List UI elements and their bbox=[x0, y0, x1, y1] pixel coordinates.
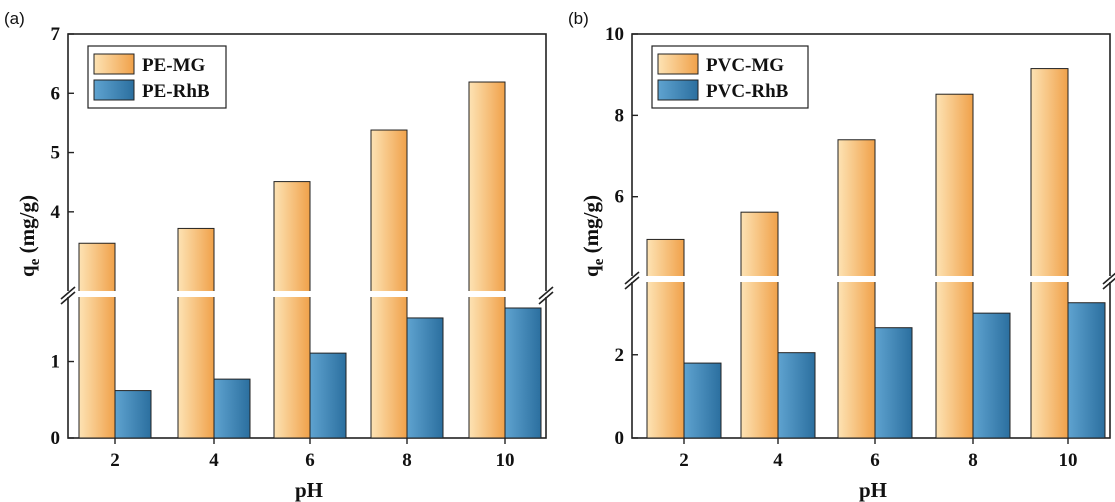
y-tick-label: 0 bbox=[615, 428, 625, 449]
bar-pe-mg-2 bbox=[78, 242, 116, 439]
bar-pe-mg-6 bbox=[273, 181, 311, 439]
chart-panel-0: (a) 0 1 4 5 6 7 2 4 6 8 10 pH qe (mg/g) PE-MG PE-RhB bbox=[4, 9, 554, 502]
bar-pvc-rhb-6 bbox=[874, 327, 913, 439]
bar-pe-mg-8 bbox=[370, 129, 408, 439]
bar-pe-mg-4 bbox=[177, 227, 215, 439]
x-axis-title: pH bbox=[859, 478, 887, 502]
bar-pvc-mg-10 bbox=[1030, 68, 1069, 439]
axis-break-mark bbox=[538, 286, 554, 305]
bar-pvc-rhb-10 bbox=[1067, 302, 1106, 439]
axis-break-gap bbox=[66, 291, 548, 297]
bar-pe-mg-10 bbox=[468, 81, 506, 439]
y-tick-label: 6 bbox=[51, 83, 61, 104]
y-axis-title: qe (mg/g) bbox=[579, 195, 607, 277]
x-tick-label: 2 bbox=[110, 450, 120, 471]
legend-swatch bbox=[93, 79, 135, 101]
legend-entry-label: PVC-MG bbox=[706, 55, 784, 76]
y-tick-label: 0 bbox=[51, 428, 61, 449]
x-tick-label: 8 bbox=[968, 450, 978, 471]
bar-pvc-rhb-2 bbox=[683, 362, 722, 439]
bar-pvc-rhb-8 bbox=[972, 312, 1011, 439]
axis-break-gap bbox=[630, 276, 1112, 282]
y-tick-label: 4 bbox=[51, 202, 61, 223]
x-tick-label: 10 bbox=[496, 450, 515, 471]
x-tick-label: 6 bbox=[305, 450, 315, 471]
x-tick-label: 8 bbox=[402, 450, 412, 471]
bar-pvc-mg-8 bbox=[935, 93, 974, 439]
bar-pe-rhb-4 bbox=[213, 378, 251, 439]
legend-entry-label: PE-MG bbox=[142, 55, 206, 76]
y-axis-title: qe (mg/g) bbox=[15, 195, 43, 277]
y-tick-label: 6 bbox=[615, 187, 625, 208]
chart-panel-1: (b) 0 2 6 8 10 2 4 6 8 10 pH qe (mg/g) PVC-MG PVC-RhB bbox=[568, 9, 1115, 502]
y-tick-label: 5 bbox=[51, 143, 61, 164]
x-tick-label: 6 bbox=[870, 450, 880, 471]
x-tick-label: 4 bbox=[773, 450, 783, 471]
bar-pe-rhb-10 bbox=[504, 307, 542, 439]
axis-break-mark bbox=[60, 286, 76, 305]
bar-pe-rhb-8 bbox=[406, 317, 444, 439]
bar-pe-rhb-6 bbox=[309, 352, 347, 439]
panel-label: (b) bbox=[568, 9, 589, 28]
bar-pvc-mg-4 bbox=[740, 211, 779, 439]
legend: PVC-MG PVC-RhB bbox=[651, 45, 809, 109]
x-tick-label: 4 bbox=[209, 450, 219, 471]
x-tick-label: 2 bbox=[679, 450, 689, 471]
x-axis-title: pH bbox=[295, 478, 323, 502]
legend-swatch bbox=[93, 53, 135, 75]
y-tick-label: 2 bbox=[615, 345, 625, 366]
legend-swatch bbox=[657, 53, 699, 75]
y-tick-label: 7 bbox=[51, 24, 61, 45]
y-tick-label: 8 bbox=[615, 105, 625, 126]
bar-pvc-mg-2 bbox=[646, 238, 685, 439]
bar-pvc-mg-6 bbox=[837, 139, 876, 439]
bar-pvc-rhb-4 bbox=[777, 352, 816, 439]
y-tick-label: 10 bbox=[605, 24, 624, 45]
axis-break-mark bbox=[624, 271, 640, 290]
y-tick-label: 1 bbox=[51, 352, 61, 373]
panel-label: (a) bbox=[4, 9, 25, 28]
legend: PE-MG PE-RhB bbox=[87, 45, 227, 109]
x-tick-label: 10 bbox=[1059, 450, 1078, 471]
bar-pe-rhb-2 bbox=[114, 390, 152, 439]
legend-swatch bbox=[657, 79, 699, 101]
legend-entry-label: PVC-RhB bbox=[706, 81, 789, 102]
legend-entry-label: PE-RhB bbox=[142, 81, 210, 102]
